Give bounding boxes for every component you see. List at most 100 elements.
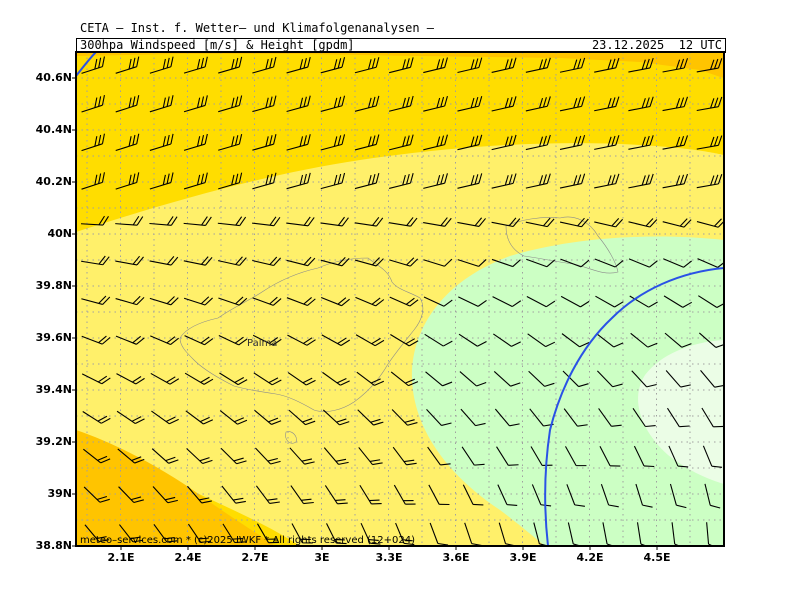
wind-barb (252, 334, 282, 346)
wind-barb (326, 523, 347, 545)
wind-barb (698, 295, 724, 308)
wind-barb (628, 135, 654, 150)
wind-barb (526, 258, 556, 268)
wind-barb (81, 373, 111, 385)
wind-barb (525, 173, 551, 189)
wind-barb (423, 57, 448, 74)
latitude-label: 39.6N (35, 331, 72, 344)
wind-barb (629, 295, 658, 308)
wind-barb (83, 486, 110, 503)
axis-ticks (72, 77, 658, 550)
wind-barb (491, 217, 521, 228)
wind-barb (462, 484, 484, 506)
wind-barb (218, 95, 243, 113)
wind-barb (360, 522, 381, 545)
wind-barb (355, 296, 385, 307)
wind-barb (82, 411, 111, 424)
latitude-label: 38.8N (35, 539, 72, 552)
wind-barb (219, 372, 248, 386)
wind-barb (564, 446, 587, 467)
wind-barb (389, 296, 419, 307)
wind-barb (388, 95, 414, 112)
wind-barb (633, 445, 655, 468)
wind-barb (252, 134, 277, 151)
wind-barb (662, 135, 689, 150)
wind-barb (115, 335, 145, 345)
wind-barb (255, 447, 281, 465)
wind-barb (423, 258, 453, 267)
wind-barb (525, 96, 551, 112)
wind-barb (218, 56, 243, 74)
wind-barb (595, 295, 624, 308)
wind-barb (183, 172, 208, 190)
wind-barb (149, 95, 174, 113)
header-frame (76, 38, 726, 53)
wind-barb (395, 522, 415, 546)
wind-barb (632, 407, 656, 428)
wind-barb (219, 410, 248, 425)
wind-barb (218, 133, 243, 151)
wind-barb (594, 135, 620, 150)
wind-barb (457, 173, 483, 189)
wind-barb (286, 95, 311, 113)
wind-barb (559, 57, 586, 73)
wind-barb (428, 484, 450, 506)
light-green-area (411, 236, 724, 546)
wind-barb (628, 218, 658, 228)
longitude-label: 3.9E (509, 551, 537, 564)
wind-barbs (80, 56, 724, 546)
wind-barb (253, 372, 282, 386)
wind-barb (702, 445, 723, 468)
wind-barb (666, 407, 690, 428)
wind-barb (115, 255, 144, 266)
wind-barb (631, 370, 657, 388)
valid-datetime: 23.12.2025 12 UTC (591, 38, 722, 52)
latitude-label: 39.8N (35, 279, 72, 292)
wind-barb (115, 133, 140, 152)
wind-barb (83, 448, 111, 464)
wind-barb (496, 446, 519, 466)
wind-barb (151, 448, 179, 464)
wind-barb (286, 297, 316, 307)
wind-barb (115, 56, 140, 74)
wind-barb (696, 96, 723, 112)
wind-barb (152, 486, 178, 504)
wind-barb (80, 215, 109, 226)
wind-barb (81, 295, 111, 305)
wind-barb (354, 172, 380, 190)
wind-barb (187, 485, 212, 504)
longitude-label: 3.6E (442, 551, 470, 564)
wind-barb (600, 484, 619, 508)
wind-barb (358, 447, 383, 466)
wind-barb (320, 134, 346, 151)
wind-barb (662, 218, 692, 228)
wind-barb (84, 524, 110, 543)
wind-barb (457, 217, 486, 227)
wind-barb (218, 334, 248, 346)
pale-green-area (638, 340, 724, 484)
wind-barb (118, 524, 144, 543)
wind-barb (290, 485, 314, 505)
wind-barb (320, 216, 349, 227)
wind-barb (322, 409, 350, 426)
latitude-label: 39.4N (35, 383, 72, 396)
wind-barb (115, 172, 140, 190)
wind-barb (81, 335, 111, 345)
wind-barb (491, 173, 517, 189)
wind-barb (287, 334, 316, 346)
wind-barb (492, 296, 522, 308)
wind-barb (566, 484, 585, 507)
wind-barb (286, 172, 311, 190)
wind-barb (149, 296, 179, 306)
wind-barb (594, 217, 624, 228)
wind-barb (391, 409, 418, 426)
longitude-label: 3E (314, 551, 330, 564)
wind-barb (423, 173, 448, 189)
wind-barb (184, 372, 214, 385)
height-contour (544, 267, 724, 546)
wind-barb (183, 216, 212, 226)
wind-barb (183, 296, 213, 306)
wind-barb (220, 447, 247, 465)
wind-barb (81, 255, 110, 266)
